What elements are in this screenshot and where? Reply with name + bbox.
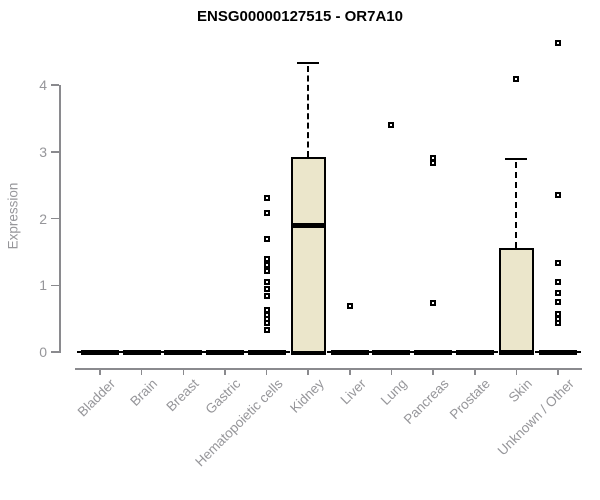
chart-title: ENSG00000127515 - OR7A10: [197, 8, 403, 25]
x-tick: [474, 368, 476, 375]
category-label-unknown-other: Unknown / Other: [494, 376, 577, 459]
y-tick: [51, 151, 59, 153]
outlier-point: [263, 255, 270, 262]
y-tick: [51, 351, 59, 353]
whisker-cap: [505, 158, 528, 161]
zero-box-bar: [122, 349, 161, 355]
zero-box-bar: [81, 349, 119, 355]
median-line: [498, 349, 534, 355]
outlier-point: [555, 290, 562, 297]
y-tick-label: 3: [39, 143, 47, 160]
y-tick: [51, 284, 59, 286]
outlier-point: [346, 302, 353, 309]
zero-box-bar: [205, 349, 244, 355]
category-label-lung: Lung: [378, 376, 411, 408]
category-label-skin: Skin: [505, 376, 536, 406]
x-tick: [140, 368, 143, 375]
zero-box-bar: [455, 349, 494, 355]
category-label-pancreas: Pancreas: [400, 376, 452, 427]
whisker-line: [307, 65, 310, 158]
outlier-point: [263, 236, 270, 243]
y-tick-label: 4: [39, 77, 47, 93]
outlier-point: [555, 320, 562, 327]
outlier-point: [555, 298, 562, 305]
whisker-line: [515, 162, 518, 248]
outlier-point: [263, 194, 270, 201]
box-skin: [498, 247, 534, 355]
category-label-bladder: Bladder: [75, 376, 119, 420]
x-tick: [557, 368, 559, 375]
outlier-point: [513, 75, 520, 82]
x-tick: [432, 368, 434, 375]
x-tick: [349, 368, 351, 375]
x-tick: [307, 368, 309, 375]
zero-box-bar: [247, 349, 286, 355]
outlier-point: [388, 122, 395, 129]
zero-box-bar: [414, 349, 453, 355]
outlier-point: [263, 267, 270, 274]
x-axis-line: [75, 368, 582, 370]
x-tick: [265, 368, 268, 375]
category-label-kidney: Kidney: [287, 376, 327, 416]
zero-box-bar: [164, 349, 203, 355]
outlier-point: [263, 286, 270, 293]
outlier-point: [430, 300, 437, 307]
category-label-breast: Breast: [163, 376, 202, 415]
outlier-point: [263, 210, 270, 217]
outlier-point: [263, 319, 270, 326]
zero-box-bar: [330, 349, 369, 355]
zero-box-bar: [372, 349, 411, 355]
x-tick: [99, 368, 101, 375]
outlier-point: [263, 292, 270, 299]
x-tick: [390, 368, 393, 375]
category-label-gastric: Gastric: [202, 376, 244, 417]
y-axis-line: [59, 85, 61, 353]
outlier-point: [555, 39, 562, 46]
outlier-point: [263, 261, 270, 268]
y-tick: [51, 217, 59, 220]
outlier-point: [263, 326, 270, 333]
whisker-cap: [297, 61, 320, 64]
outlier-point: [430, 160, 437, 167]
zero-box-bar: [539, 349, 578, 355]
x-tick: [182, 368, 185, 375]
y-tick-label: 1: [39, 277, 47, 294]
outlier-point: [555, 192, 562, 199]
median-line: [290, 222, 326, 228]
y-tick-label: 2: [39, 210, 47, 227]
x-tick: [224, 368, 226, 375]
outlier-point: [555, 278, 562, 285]
x-tick: [515, 368, 518, 375]
category-label-prostate: Prostate: [447, 376, 494, 423]
y-tick: [51, 84, 59, 86]
y-tick-label: 0: [39, 344, 47, 360]
outlier-point: [430, 154, 437, 161]
category-label-liver: Liver: [337, 376, 369, 408]
category-label-brain: Brain: [127, 376, 161, 409]
box-kidney: [290, 157, 326, 355]
outlier-point: [263, 278, 270, 285]
outlier-point: [555, 260, 562, 267]
